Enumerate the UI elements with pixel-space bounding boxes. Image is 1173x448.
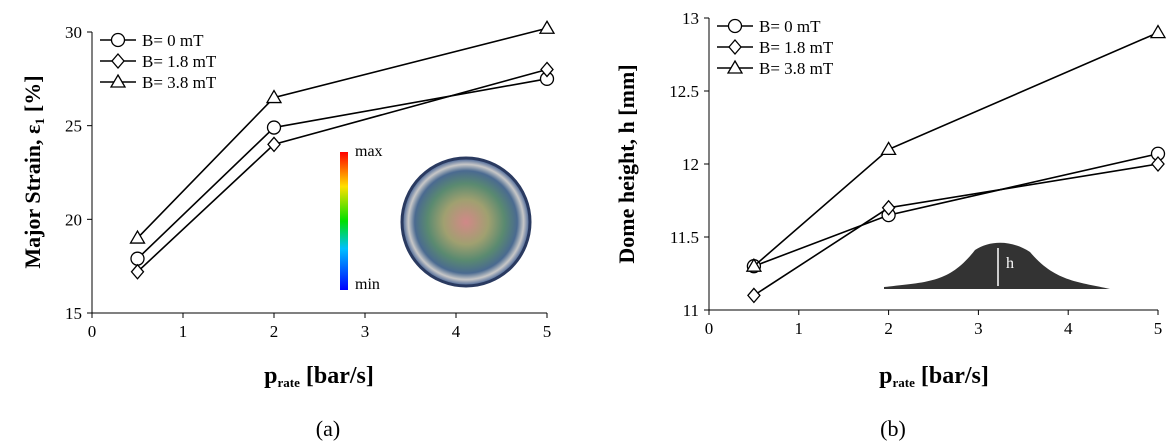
marker: [267, 136, 281, 153]
x-tick-label: 1: [179, 322, 188, 341]
y-tick-label: 20: [65, 210, 82, 229]
marker: [130, 263, 145, 280]
marker: [130, 251, 145, 266]
x-tick-label: 1: [795, 319, 804, 338]
legend-label: B= 0 mT: [142, 31, 204, 50]
marker: [129, 229, 146, 244]
y-tick-label: 11: [683, 301, 699, 320]
legend-marker: [726, 59, 744, 74]
x-tick-label: 2: [270, 322, 279, 341]
y-tick-label: 13: [682, 9, 699, 28]
x-tick-label: 4: [1064, 319, 1073, 338]
legend-label: B= 1.8 mT: [142, 52, 217, 71]
marker: [745, 257, 763, 272]
specimen-photo: [400, 156, 532, 288]
y-tick-label: 12: [682, 155, 699, 174]
colorbar: [340, 152, 348, 290]
legend-label: B= 1.8 mT: [759, 38, 834, 57]
legend-marker: [109, 73, 127, 88]
x-tick-label: 0: [705, 319, 714, 338]
axis-label: Dome height, h [mm]: [614, 64, 639, 263]
marker: [880, 141, 897, 156]
x-tick-label: 0: [88, 322, 97, 341]
legend-marker: [728, 39, 742, 55]
y-tick-label: 11.5: [670, 228, 699, 247]
axis-label: Major Strain, ε1[%]: [20, 75, 47, 268]
annotation: max: [355, 143, 383, 160]
x-tick-label: 5: [543, 322, 552, 341]
marker: [1149, 24, 1167, 39]
x-tick-label: 5: [1154, 319, 1163, 338]
caption: (a): [316, 416, 340, 441]
annotation: h: [1006, 255, 1014, 272]
x-tick-label: 3: [974, 319, 983, 338]
legend-marker: [727, 18, 743, 34]
y-tick-label: 12.5: [669, 82, 699, 101]
marker: [881, 199, 896, 216]
series-line: [753, 152, 1159, 267]
legend-marker: [110, 32, 126, 48]
axis-label: prate [bar/s]: [264, 363, 374, 390]
axis-label: prate [bar/s]: [879, 363, 989, 390]
marker: [265, 89, 283, 104]
x-tick-label: 3: [361, 322, 370, 341]
annotation: min: [355, 276, 380, 293]
y-tick-label: 15: [65, 304, 82, 323]
legend-label: B= 3.8 mT: [142, 73, 217, 92]
legend-label: B= 3.8 mT: [759, 59, 834, 78]
marker: [538, 19, 556, 34]
y-tick-label: 25: [65, 117, 82, 136]
dome-photo: [884, 242, 1110, 289]
legend-label: B= 0 mT: [759, 17, 821, 36]
marker: [540, 61, 554, 78]
marker: [266, 120, 282, 135]
caption: (b): [880, 416, 906, 441]
legend-marker: [111, 53, 125, 69]
x-tick-label: 2: [884, 319, 893, 338]
x-tick-label: 4: [452, 322, 461, 341]
marker: [747, 287, 761, 304]
marker: [1151, 156, 1165, 172]
y-tick-label: 30: [65, 23, 82, 42]
